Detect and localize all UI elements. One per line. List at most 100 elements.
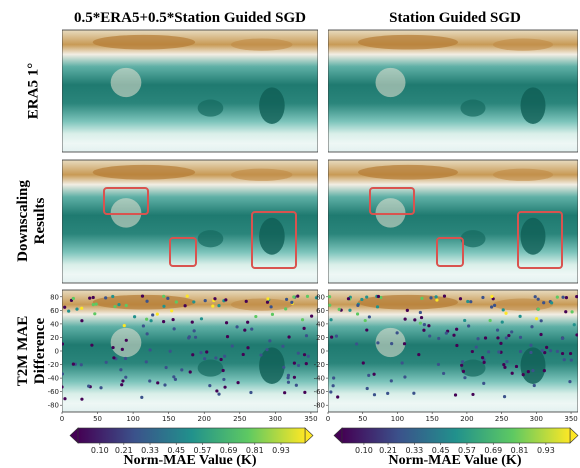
station-dot	[330, 335, 334, 339]
station-dot	[490, 294, 494, 299]
station-dot	[463, 376, 467, 380]
row-label: T2M MAE	[15, 316, 31, 386]
station-dot	[292, 375, 297, 379]
station-dot	[469, 300, 473, 304]
y-tick-label: -20	[48, 361, 59, 369]
station-dot	[214, 356, 218, 360]
station-dot	[286, 373, 291, 377]
colorbar-tick-label: 0.45	[432, 446, 450, 455]
station-dot	[502, 362, 506, 367]
station-dot	[303, 390, 307, 395]
y-tick-label: 60	[316, 307, 325, 315]
land	[493, 168, 553, 181]
station-dot	[474, 345, 478, 349]
land	[259, 347, 285, 384]
station-dot	[461, 369, 466, 374]
x-tick-label: 50	[93, 415, 102, 423]
colorbar-tick-label: 0.93	[537, 446, 555, 455]
station-dot	[486, 350, 491, 354]
station-dot	[208, 383, 212, 388]
colorbar-tick-label: 0.57	[194, 446, 212, 455]
station-dot	[155, 312, 159, 316]
y-tick-label: -40	[314, 375, 325, 383]
station-dot	[540, 348, 544, 353]
map-panel	[62, 159, 318, 284]
y-tick-label: 40	[50, 320, 59, 328]
land	[358, 164, 458, 180]
station-dot	[290, 300, 294, 304]
station-dot	[529, 350, 533, 355]
station-dot	[422, 323, 426, 327]
station-dot	[542, 301, 546, 305]
station-dot	[62, 385, 64, 389]
station-dot	[497, 350, 501, 354]
station-dot	[162, 294, 166, 298]
station-dot	[241, 352, 245, 357]
station-dot	[564, 310, 568, 314]
station-dot	[187, 336, 191, 340]
station-dot	[166, 296, 170, 300]
station-dot	[500, 320, 504, 324]
station-dot	[213, 297, 217, 301]
station-dot	[185, 294, 189, 298]
station-dot	[236, 381, 240, 385]
station-dot	[442, 294, 447, 298]
station-dot	[123, 356, 128, 361]
station-dot	[483, 336, 488, 340]
y-tick-label: -80	[314, 402, 325, 410]
y-tick-label: -80	[48, 402, 59, 410]
x-tick-label: 0	[326, 415, 330, 423]
colorbar-extend	[304, 427, 314, 444]
land	[92, 294, 196, 310]
x-tick-label: 250	[233, 415, 246, 423]
land	[358, 294, 458, 310]
y-tick-label: -60	[48, 388, 59, 396]
station-dot	[249, 390, 253, 395]
station-dot	[71, 362, 75, 366]
colorbar-extend	[569, 427, 579, 444]
highlight-box	[369, 187, 415, 215]
y-tick-label: -60	[314, 388, 325, 396]
station-dot	[455, 327, 459, 331]
land	[110, 67, 142, 98]
station-dot	[555, 295, 559, 299]
station-dot	[168, 349, 172, 353]
station-dot	[151, 313, 155, 317]
station-dot	[442, 371, 446, 376]
colorbar-tick-label: 0.69	[220, 446, 238, 455]
station-dot	[480, 356, 485, 360]
station-dot	[436, 362, 441, 367]
station-dot	[403, 317, 407, 321]
station-dot	[502, 395, 507, 399]
x-tick-label: 150	[425, 415, 438, 423]
station-dot	[503, 365, 507, 369]
station-dot	[390, 342, 394, 346]
station-dot	[223, 354, 227, 358]
station-dot	[173, 377, 178, 382]
station-dot	[427, 324, 431, 328]
station-dot	[550, 301, 554, 305]
station-dot	[285, 297, 289, 301]
colorbar-tick-label: 0.69	[484, 446, 502, 455]
station-dot	[488, 318, 492, 323]
station-dot	[170, 309, 174, 313]
station-dot	[87, 384, 91, 388]
land	[230, 298, 293, 311]
station-dot	[104, 360, 108, 364]
station-dot	[269, 305, 273, 309]
station-dot	[365, 295, 369, 299]
station-dot	[112, 356, 116, 360]
x-tick-label: 100	[391, 415, 404, 423]
station-dot	[148, 379, 152, 383]
land	[520, 347, 546, 384]
station-dot	[386, 391, 390, 395]
station-dot	[314, 296, 318, 300]
station-dot	[104, 296, 108, 300]
station-dot	[80, 319, 84, 323]
station-dot	[499, 341, 503, 345]
station-dot	[80, 306, 84, 310]
maps	[62, 29, 578, 413]
station-dot	[539, 332, 543, 337]
land	[110, 198, 142, 228]
station-dot	[533, 295, 537, 299]
